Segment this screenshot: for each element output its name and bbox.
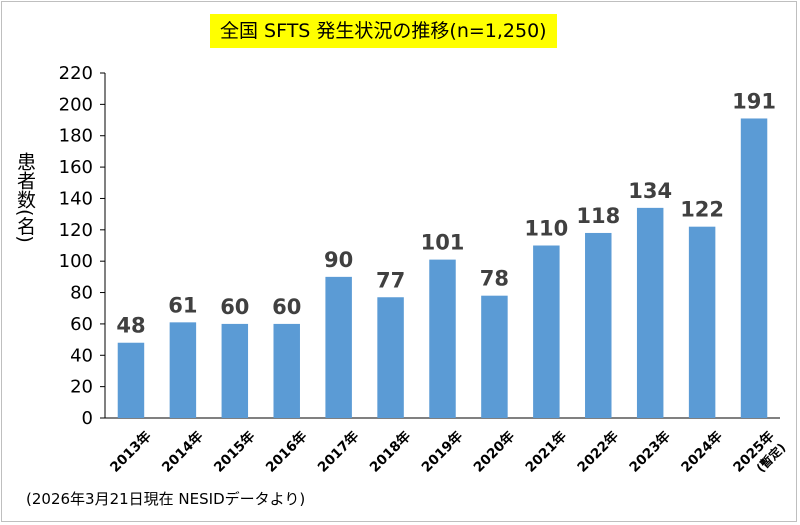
data-label: 118: [576, 204, 620, 228]
bar: [117, 342, 145, 418]
bar: [688, 226, 716, 418]
data-label: 134: [628, 179, 672, 203]
bar: [429, 259, 456, 418]
y-tick-label: 60: [70, 314, 93, 335]
y-axis-label: 患者数(名): [14, 152, 36, 243]
bar: [325, 276, 352, 418]
x-tick-label: 2021年: [522, 427, 570, 475]
bar: [740, 118, 768, 419]
x-tick-label: 2015年: [210, 427, 258, 475]
data-label: 90: [324, 248, 353, 272]
y-tick-label: 180: [59, 126, 93, 147]
data-label: 110: [524, 217, 568, 241]
data-label: 122: [680, 198, 724, 222]
x-tick-label: 2020年: [470, 427, 518, 475]
y-tick-label: 80: [70, 283, 93, 304]
data-label: 78: [480, 267, 509, 291]
data-label: 48: [116, 314, 145, 338]
bar: [221, 323, 249, 418]
x-tick-label: 2014年: [158, 427, 206, 475]
bar: [169, 322, 197, 418]
chart-title: 全国 SFTS 発生状況の推移(n=1,250): [210, 14, 557, 48]
bar: [481, 295, 508, 418]
y-tick-label: 200: [59, 94, 93, 115]
x-tick-label: 2019年: [418, 427, 466, 475]
y-tick-label: 220: [59, 63, 93, 84]
data-label: 60: [220, 295, 249, 319]
y-tick-label: 140: [59, 188, 93, 209]
data-label: 61: [168, 293, 197, 317]
x-tick-label: 2013年: [106, 427, 154, 475]
data-label: 60: [272, 295, 301, 319]
data-label: 191: [732, 89, 776, 113]
y-tick-label: 40: [70, 345, 93, 366]
bar: [273, 323, 300, 418]
bar: [636, 207, 664, 418]
x-tick-label: 2018年: [366, 427, 414, 475]
data-label: 101: [421, 231, 465, 255]
x-tick-label: 2022年: [574, 427, 622, 475]
bar: [377, 297, 404, 418]
x-tick-label: 2024年: [678, 427, 726, 475]
y-tick-label: 20: [70, 377, 93, 398]
data-label: 77: [376, 268, 405, 292]
bar: [533, 245, 560, 418]
footnote: (2026年3月21日現在 NESIDデータより): [26, 490, 306, 508]
x-tick-label: 2023年: [626, 427, 674, 475]
y-tick-label: 120: [59, 220, 93, 241]
x-tick-label: 2017年: [314, 427, 362, 475]
y-tick-label: 100: [59, 251, 93, 272]
bar: [585, 232, 612, 418]
y-tick-label: 0: [82, 408, 93, 429]
y-tick-label: 160: [59, 157, 93, 178]
x-tick-label: 2016年: [262, 427, 310, 475]
